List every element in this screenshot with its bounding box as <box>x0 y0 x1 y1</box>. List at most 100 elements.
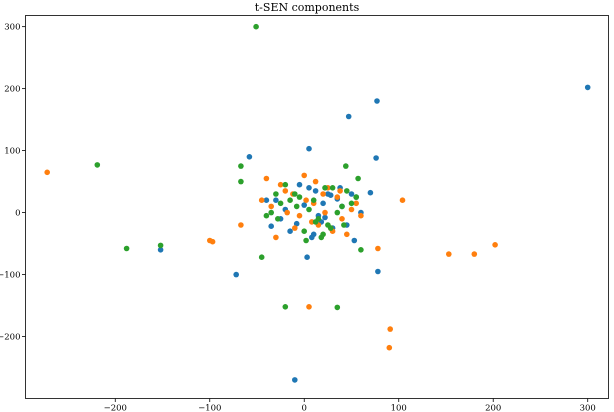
data-point-series-3 <box>94 162 101 168</box>
y-tick-label: 0 <box>15 209 20 219</box>
data-point-series-2 <box>492 242 498 248</box>
data-point-series-2 <box>263 175 270 182</box>
data-point-series-1 <box>293 220 300 227</box>
y-tick-label: −100 <box>0 271 21 281</box>
data-point-series-3 <box>339 203 345 210</box>
data-point-series-3 <box>303 237 309 244</box>
data-point-series-2 <box>446 251 452 257</box>
data-point-series-3 <box>306 206 312 213</box>
y-axis: −200 −100 0 100 200 300 <box>0 23 26 343</box>
data-point-series-3 <box>327 225 334 231</box>
data-point-series-1 <box>327 192 334 198</box>
data-point-series-3 <box>258 254 265 260</box>
data-point-series-2 <box>312 178 319 185</box>
data-point-series-3 <box>334 304 341 311</box>
data-point-series-2 <box>306 304 312 310</box>
data-point-series-2 <box>303 197 309 203</box>
data-point-series-2 <box>386 344 393 351</box>
x-tick-label: −100 <box>198 404 221 412</box>
x-tick-label: 100 <box>391 404 407 412</box>
data-point-series-1 <box>584 84 591 91</box>
data-point-series-2 <box>348 206 355 213</box>
data-point-series-2 <box>337 188 343 194</box>
data-point-series-3 <box>293 203 300 210</box>
y-tick-label: 200 <box>4 85 20 95</box>
x-axis: −200 −100 0 100 200 300 <box>104 398 596 412</box>
data-point-series-3 <box>318 234 325 241</box>
data-point-series-3 <box>157 242 164 249</box>
data-point-series-2 <box>375 245 381 252</box>
data-point-series-1 <box>367 189 374 196</box>
data-point-series-2 <box>471 251 478 257</box>
y-tick-label: −200 <box>0 333 21 343</box>
data-point-series-1 <box>373 155 379 161</box>
data-point-series-1 <box>157 247 164 253</box>
data-point-series-1 <box>348 191 355 197</box>
data-point-series-2 <box>334 194 341 200</box>
data-point-series-1 <box>312 188 319 194</box>
data-point-series-1 <box>304 254 310 260</box>
points-layer <box>44 23 591 383</box>
data-point-series-3 <box>310 197 317 203</box>
data-point-series-2 <box>322 209 328 216</box>
data-point-series-2 <box>238 222 244 228</box>
data-point-series-2 <box>320 191 326 197</box>
data-point-series-1 <box>296 181 303 188</box>
data-point-series-1 <box>246 154 253 160</box>
data-point-series-2 <box>258 197 265 203</box>
data-point-series-2 <box>387 326 394 332</box>
data-point-series-3 <box>329 185 336 191</box>
data-point-series-2 <box>301 172 308 179</box>
data-point-series-2 <box>344 231 350 238</box>
data-point-series-3 <box>334 209 341 216</box>
data-point-series-3 <box>282 181 289 188</box>
data-point-series-1 <box>287 228 293 234</box>
data-point-series-3 <box>296 194 303 200</box>
x-tick-label: 300 <box>580 404 596 412</box>
y-tick-label: 100 <box>4 147 20 157</box>
data-point-series-3 <box>292 191 298 197</box>
data-point-series-1 <box>345 113 352 120</box>
y-tick-label: 300 <box>4 23 20 33</box>
data-point-series-3 <box>312 219 319 225</box>
data-point-series-2 <box>273 234 279 241</box>
data-point-series-1 <box>375 268 381 275</box>
data-point-series-1 <box>320 200 326 207</box>
data-point-series-3 <box>273 191 279 197</box>
data-point-series-2 <box>339 216 345 222</box>
data-point-series-3 <box>353 194 360 200</box>
data-point-series-3 <box>358 247 364 253</box>
data-point-series-1 <box>351 237 358 244</box>
data-point-series-3 <box>344 188 350 194</box>
data-point-series-3 <box>301 228 308 234</box>
x-tick-label: 0 <box>302 404 307 412</box>
data-point-series-3 <box>238 163 244 169</box>
data-point-series-3 <box>238 178 244 185</box>
data-point-series-1 <box>292 377 298 383</box>
data-point-series-2 <box>282 188 289 194</box>
data-point-series-3 <box>343 163 349 169</box>
data-point-series-3 <box>322 185 328 191</box>
data-point-series-1 <box>233 271 239 278</box>
data-point-series-3 <box>282 304 289 310</box>
data-point-series-3 <box>253 23 259 30</box>
data-point-series-2 <box>296 212 303 219</box>
data-point-series-3 <box>263 212 270 219</box>
data-point-series-3 <box>348 200 355 207</box>
data-point-series-3 <box>277 200 284 207</box>
plot-frame <box>25 15 609 399</box>
x-tick-label: 200 <box>485 404 501 412</box>
data-point-series-3 <box>355 175 361 182</box>
data-point-series-1 <box>306 145 312 152</box>
data-point-series-1 <box>309 234 315 241</box>
data-point-series-2 <box>292 225 298 231</box>
data-point-series-2 <box>284 209 291 216</box>
x-tick-label: −200 <box>104 404 127 412</box>
data-point-series-1 <box>263 197 270 203</box>
data-point-series-1 <box>322 214 328 221</box>
data-point-series-3 <box>287 197 293 203</box>
data-point-series-1 <box>273 197 279 203</box>
data-point-series-2 <box>358 212 364 219</box>
data-point-series-3 <box>275 216 281 222</box>
